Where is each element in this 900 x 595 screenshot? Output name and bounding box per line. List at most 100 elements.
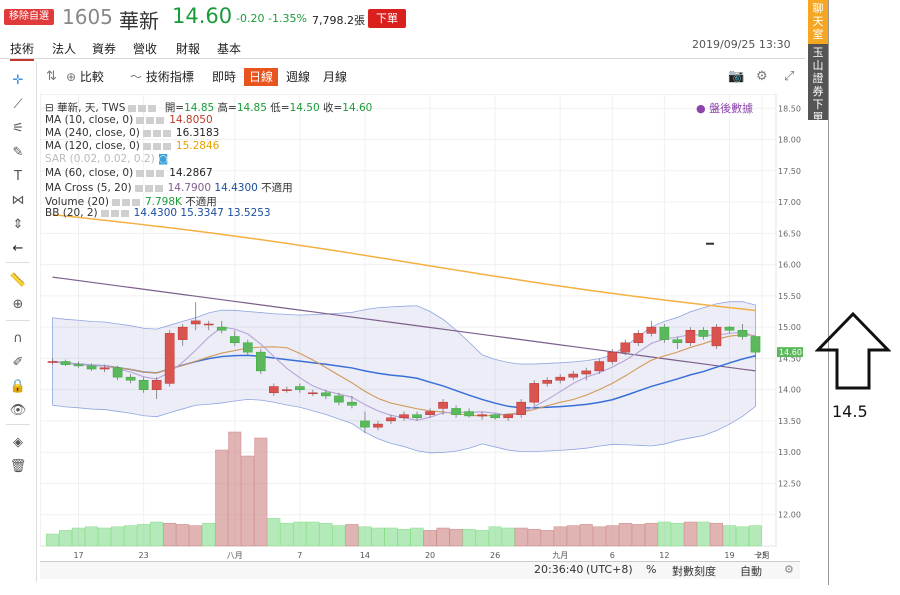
trash-icon[interactable]: 🗑 [9, 459, 27, 474]
ma60-line [52, 276, 756, 372]
fib-tool-icon[interactable]: ⚟ [12, 121, 24, 136]
volume-bar [631, 524, 645, 547]
legend-controls[interactable] [136, 116, 167, 124]
indicators-button[interactable]: 〜 技術指標 [130, 68, 194, 86]
lock-icon[interactable]: 🔒 [9, 379, 27, 394]
remove-watchlist-badge[interactable]: 移除自選 [4, 9, 54, 25]
y-tick-label: 15.00 [778, 323, 801, 332]
brush-icon[interactable]: ✎ [12, 145, 24, 160]
candle-body [555, 376, 566, 381]
candle-body [112, 367, 123, 378]
candle-body [347, 401, 357, 406]
collapse-icon[interactable]: ⊟ [45, 102, 54, 114]
broker-order-tab[interactable]: 玉山證券下單 [808, 44, 828, 124]
candle-body [620, 342, 631, 353]
legend-controls[interactable] [134, 184, 165, 192]
candle-body [451, 408, 461, 415]
zoom-in-icon[interactable]: ⊕ [12, 297, 24, 312]
legend-controls[interactable] [142, 129, 173, 137]
candle-body [203, 323, 214, 326]
volume-value-2: 不適用 [185, 196, 217, 208]
layers-icon[interactable]: ◈ [13, 435, 23, 450]
y-tick-label: 13.50 [778, 417, 801, 426]
compare-button[interactable]: ⊕ 比較 [66, 68, 104, 86]
candle-body [86, 365, 97, 370]
bb-value-3: 13.5253 [227, 207, 271, 219]
tab-margin[interactable]: 資券 [92, 42, 117, 56]
legend-controls[interactable] [128, 104, 159, 112]
ma60-label: MA (60, close, 0) [45, 167, 134, 179]
trend-line-icon[interactable]: ⟋ [13, 97, 23, 112]
candle-body [464, 411, 474, 417]
candle-body [399, 414, 409, 419]
candle-body [242, 342, 253, 353]
candle-body [73, 364, 84, 367]
chat-room-tab[interactable]: 聊天室 [808, 0, 828, 44]
draw-mode-icon[interactable]: ✐ [12, 355, 24, 370]
volume-label: Volume (20) [45, 196, 109, 208]
volume-bar [501, 527, 515, 547]
last-price-label: 14.60 [779, 348, 802, 357]
realtime-button[interactable]: 即時 [212, 70, 237, 84]
y-tick-label: 17.50 [778, 167, 801, 176]
candle-body [282, 389, 292, 391]
price-chart[interactable]: 18.50 18.00 17.50 17.00 16.50 16.00 15.50 15.00… [40, 94, 804, 562]
y-tick-label: 14.00 [778, 386, 801, 395]
percent-toggle[interactable]: % [646, 563, 657, 576]
candle-body [373, 423, 383, 428]
candle-body [229, 336, 240, 344]
candle-style-icon[interactable]: ⇅ [46, 69, 57, 84]
legend-macross: MA Cross (5, 20) 14.7900 14.4300 不適用 [45, 180, 293, 195]
volume-bar [384, 527, 398, 547]
monthly-button[interactable]: 月線 [323, 70, 348, 84]
after-hours-label[interactable]: ● 盤後數據 [696, 102, 754, 115]
text-tool-icon[interactable]: T [14, 169, 22, 184]
volume-bar [540, 530, 554, 547]
tab-financials[interactable]: 財報 [176, 42, 201, 56]
legend-controls[interactable] [111, 198, 142, 206]
pattern-icon[interactable]: ⋈ [11, 193, 25, 208]
tab-institutional[interactable]: 法人 [52, 42, 77, 56]
legend-symbol: 華新, 天, TWS [57, 102, 126, 114]
crosshair-icon[interactable]: ✛ [12, 73, 24, 88]
status-bar: 20:36:40 (UTC+8) % 對數刻度 自動 ⚙ [40, 561, 800, 579]
legend-controls[interactable] [100, 209, 131, 217]
daily-button[interactable]: 日線 [244, 68, 279, 86]
ma240-line [52, 213, 756, 312]
volume-bar [423, 530, 437, 547]
timestamp: 2019/09/25 13:30 [692, 38, 791, 51]
camera-icon[interactable]: 📷 [728, 69, 745, 84]
candle-body [633, 333, 644, 344]
legend-controls[interactable] [136, 169, 167, 177]
volume-bar [488, 526, 502, 547]
right-divider [828, 0, 829, 585]
close-label: 收= [322, 102, 343, 114]
volume-bar [696, 521, 710, 547]
volume-bar [358, 526, 372, 547]
toolbar-separator [6, 262, 30, 263]
header-divider [0, 58, 805, 59]
weekly-button[interactable]: 週線 [286, 70, 311, 84]
tab-basic[interactable]: 基本 [217, 42, 242, 56]
legend-ma240: MA (240, close, 0) 16.3183 [45, 127, 219, 139]
status-settings-icon[interactable]: ⚙ [784, 563, 794, 576]
tab-revenue[interactable]: 營收 [133, 42, 158, 56]
sar-eye-icon[interactable]: ◙ [158, 153, 169, 165]
indicators-label: 技術指標 [145, 70, 194, 84]
back-arrow-icon[interactable]: ← [12, 241, 24, 256]
log-scale-toggle[interactable]: 對數刻度 [672, 565, 716, 578]
tab-technical[interactable]: 技術 [10, 40, 35, 61]
auto-scale-toggle[interactable]: 自動 [740, 565, 762, 578]
sar-label: SAR (0.02, 0.02, 0.2) [45, 153, 155, 165]
measure-icon[interactable]: ⇕ [12, 217, 24, 232]
settings-gear-icon[interactable]: ⚙ [756, 69, 768, 84]
ma240-value: 16.3183 [175, 127, 220, 139]
eye-icon[interactable]: 👁 [9, 403, 27, 418]
order-button[interactable]: 下單 [368, 9, 406, 28]
candle-body [607, 351, 618, 362]
magnet-icon[interactable]: ∩ [13, 331, 23, 346]
volume-bar [449, 528, 463, 547]
fullscreen-icon[interactable]: ⤢ [784, 69, 795, 84]
legend-controls[interactable] [142, 142, 173, 150]
ruler-icon[interactable]: 📏 [9, 273, 27, 288]
